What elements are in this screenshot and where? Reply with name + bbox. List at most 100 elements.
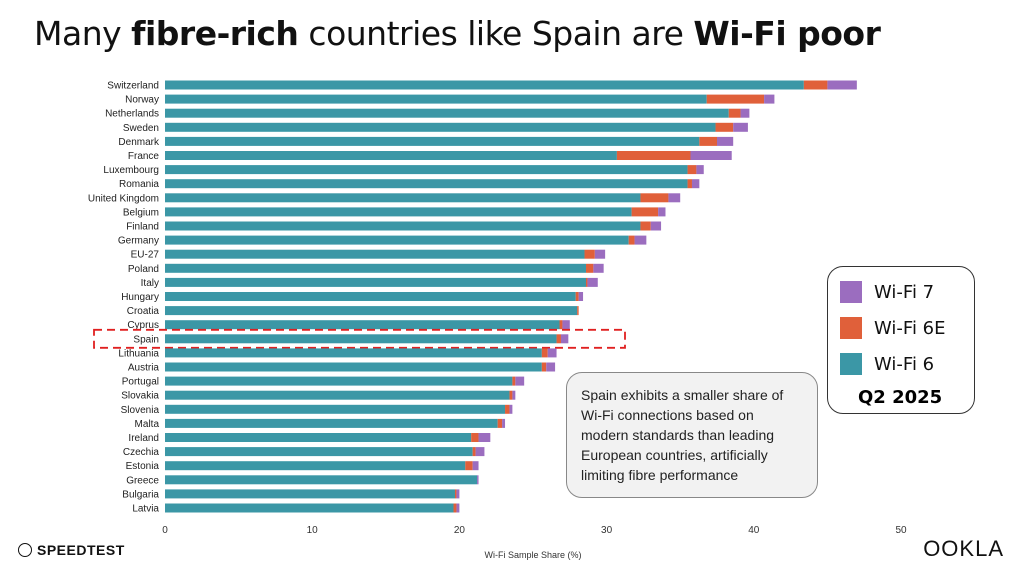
bar-segment-wi-fi-6e: [706, 94, 765, 104]
bar-segment-wi-fi-7: [512, 390, 516, 400]
bar-segment-wi-fi-6e: [471, 433, 479, 442]
bar-segment-wi-fi-7: [478, 433, 491, 442]
bar-segment-wi-fi-7: [691, 179, 700, 189]
category-label: Cyprus: [127, 320, 159, 331]
category-label: Greece: [126, 475, 159, 486]
category-label: Sweden: [123, 123, 159, 134]
bar-segment-wi-fi-6e: [687, 165, 697, 175]
bar-segment-wi-fi-7: [827, 80, 857, 90]
bar-segment-wi-fi-7: [475, 447, 485, 457]
bar-segment-wi-fi-7: [717, 136, 734, 146]
category-label: France: [128, 151, 160, 162]
category-label: Portugal: [122, 377, 159, 388]
category-label: Norway: [125, 95, 159, 106]
bar-segment-wi-fi-6e: [687, 179, 692, 189]
bar-segment-wi-fi-7: [456, 489, 460, 499]
bar-segment-wi-fi-6e: [509, 390, 513, 400]
x-tick-label: 20: [454, 525, 466, 536]
category-label: EU-27: [131, 250, 160, 261]
annotation-note: Spain exhibits a smaller share of Wi-Fi …: [566, 372, 818, 498]
bar-segment-wi-fi-6: [165, 179, 688, 189]
bar-segment-wi-fi-6e: [575, 292, 579, 301]
x-axis-label: Wi-Fi Sample Share (%): [484, 550, 581, 560]
bar-segment-wi-fi-6: [165, 503, 454, 513]
category-label: Belgium: [123, 207, 159, 218]
bar-segment-wi-fi-7: [690, 151, 732, 160]
bar-segment-wi-fi-7: [764, 94, 775, 104]
x-tick-label: 10: [307, 525, 319, 536]
legend-swatch: [840, 281, 862, 303]
bar-segment-wi-fi-6e: [497, 418, 503, 428]
bar-segment-wi-fi-7: [502, 418, 506, 428]
category-label: Poland: [128, 264, 159, 275]
category-label: Italy: [141, 278, 159, 289]
bar-segment-wi-fi-6e: [628, 235, 635, 245]
bar-segment-wi-fi-6: [165, 207, 632, 217]
bar-segment-wi-fi-7: [634, 235, 647, 245]
ookla-logo: OOKLA: [923, 536, 1004, 561]
bar-segment-wi-fi-6: [165, 306, 578, 316]
bar-segment-wi-fi-6: [165, 94, 707, 104]
bar-segment-wi-fi-6e: [541, 362, 547, 372]
bar-segment-wi-fi-6e: [640, 221, 651, 231]
category-label: Austria: [128, 363, 160, 374]
bar-segment-wi-fi-7: [740, 108, 750, 118]
bar-segment-wi-fi-6: [165, 235, 629, 245]
bar-segment-wi-fi-6: [165, 433, 472, 442]
category-label: Denmark: [118, 137, 160, 148]
bar-segment-wi-fi-6: [165, 108, 729, 118]
bar-segment-wi-fi-6: [165, 151, 617, 160]
bar-segment-wi-fi-6e: [472, 447, 476, 457]
bar-segment-wi-fi-6e: [577, 306, 579, 316]
bar-segment-wi-fi-7: [696, 165, 704, 175]
bar-segment-wi-fi-6e: [541, 348, 548, 358]
category-label: Bulgaria: [122, 489, 159, 500]
bar-segment-wi-fi-7: [560, 334, 569, 344]
period-label: Q2 2025: [858, 387, 943, 408]
gauge-icon: [18, 543, 32, 557]
x-tick-label: 40: [748, 525, 760, 536]
bar-segment-wi-fi-6: [165, 221, 641, 231]
chart-title: Many fibre-rich countries like Spain are…: [34, 14, 881, 53]
category-label: Latvia: [132, 504, 159, 515]
bar-segment-wi-fi-7: [472, 461, 479, 471]
category-label: Estonia: [126, 461, 160, 472]
bar-segment-wi-fi-7: [509, 404, 513, 414]
bar-segment-wi-fi-6e: [454, 489, 457, 499]
category-label: Ireland: [128, 433, 159, 444]
bar-segment-wi-fi-6e: [803, 80, 828, 90]
legend-item-wifi6e: Wi-Fi 6E: [840, 317, 946, 339]
bar-segment-wi-fi-7: [546, 362, 556, 372]
bar-segment-wi-fi-6e: [728, 108, 741, 118]
category-label: Slovenia: [121, 405, 160, 416]
bar-segment-wi-fi-6: [165, 277, 586, 287]
bar-segment-wi-fi-7: [456, 503, 460, 513]
highlight-box: [93, 328, 626, 349]
bar-segment-wi-fi-6e: [559, 320, 563, 330]
bar-segment-wi-fi-7: [578, 292, 584, 301]
speedtest-logo: SPEEDTEST: [18, 542, 125, 558]
category-label: Germany: [118, 236, 159, 247]
bar-segment-wi-fi-6e: [505, 404, 510, 414]
bar-segment-wi-fi-6: [165, 404, 506, 414]
bar-segment-wi-fi-6e: [631, 207, 659, 217]
legend-swatch: [840, 317, 862, 339]
bar-segment-wi-fi-7: [477, 475, 479, 485]
bar-segment-wi-fi-6: [165, 122, 716, 132]
bar-segment-wi-fi-6: [165, 263, 586, 273]
bar-segment-wi-fi-6e: [556, 334, 561, 344]
bar-segment-wi-fi-6: [165, 334, 557, 344]
bar-segment-wi-fi-7: [658, 207, 666, 217]
legend-item-wifi6: Wi-Fi 6: [840, 353, 934, 375]
category-label: Hungary: [121, 292, 159, 303]
category-label: Czechia: [123, 447, 160, 458]
bar-segment-wi-fi-6: [165, 376, 513, 386]
bar-segment-wi-fi-6: [165, 447, 473, 457]
category-label: Slovakia: [121, 391, 159, 402]
bar-segment-wi-fi-6e: [640, 193, 669, 203]
category-label: Netherlands: [105, 109, 159, 120]
bar-segment-wi-fi-6: [165, 320, 560, 330]
bar-segment-wi-fi-6e: [512, 376, 516, 386]
bar-segment-wi-fi-6: [165, 193, 641, 203]
